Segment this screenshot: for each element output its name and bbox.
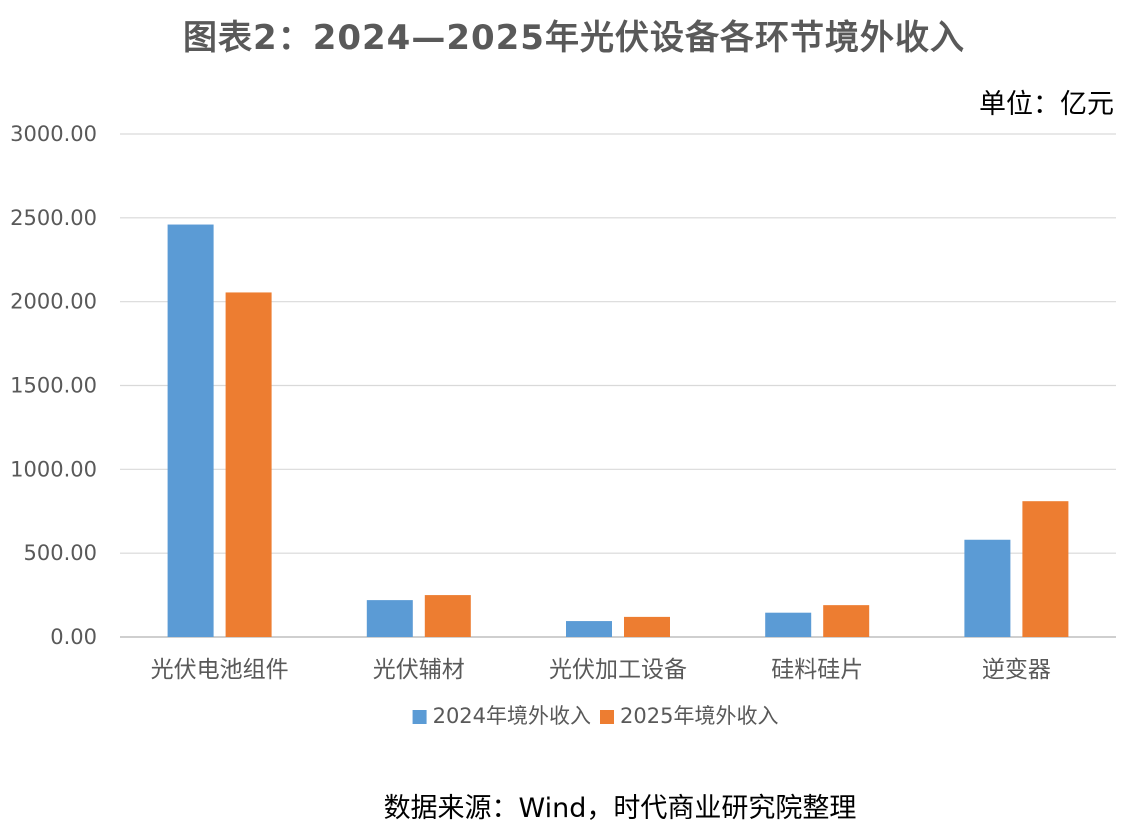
- y-tick-label: 500.00: [24, 541, 97, 565]
- y-tick-label: 2000.00: [10, 290, 97, 314]
- legend-swatch-2024: [412, 710, 427, 724]
- source-note: 数据来源：Wind，时代商业研究院整理: [383, 793, 857, 824]
- unit-label: 单位：亿元: [979, 89, 1114, 120]
- x-tick-label: 光伏电池组件: [151, 657, 289, 683]
- bar-2025-0: [225, 292, 272, 637]
- chart-title: 图表2：2024—2025年光伏设备各环节境外收入: [183, 18, 965, 58]
- bar-2025-3: [823, 605, 870, 637]
- bar-2024-2: [566, 621, 612, 637]
- x-tick-label: 光伏加工设备: [549, 657, 687, 683]
- legend-swatch-2025: [600, 710, 614, 724]
- x-tick-label: 逆变器: [982, 657, 1051, 683]
- bar-2024-0: [167, 224, 214, 638]
- legend-label: 2025年境外收入: [620, 704, 778, 728]
- y-tick-label: 0.00: [50, 625, 97, 649]
- bar-2025-4: [1022, 501, 1069, 637]
- x-tick-label: 硅料硅片: [771, 657, 863, 683]
- y-tick-label: 1500.00: [10, 374, 97, 398]
- bar-2024-3: [765, 612, 812, 637]
- bar-2025-1: [424, 595, 471, 637]
- x-tick-label: 光伏辅材: [373, 657, 465, 683]
- legend-label: 2024年境外收入: [433, 704, 591, 728]
- y-tick-label: 1000.00: [10, 457, 97, 481]
- bar-2024-1: [366, 600, 413, 637]
- bar-2025-2: [624, 616, 670, 637]
- y-tick-label: 2500.00: [10, 206, 97, 230]
- y-tick-label: 3000.00: [10, 122, 97, 146]
- bar-2024-4: [964, 539, 1011, 637]
